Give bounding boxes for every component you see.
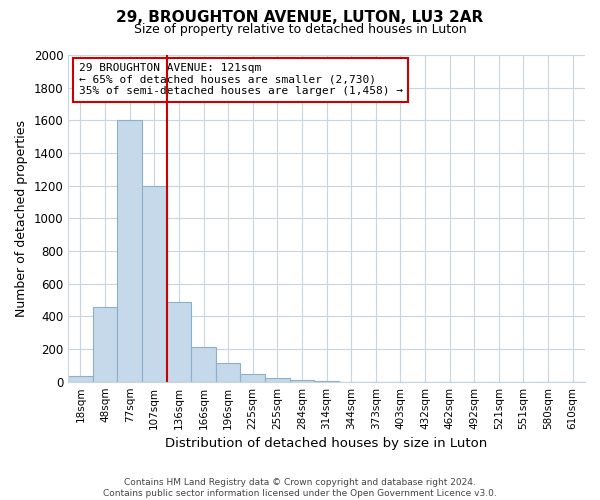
Text: Size of property relative to detached houses in Luton: Size of property relative to detached ho… bbox=[134, 22, 466, 36]
Bar bbox=[142, 186, 167, 382]
X-axis label: Distribution of detached houses by size in Luton: Distribution of detached houses by size … bbox=[166, 437, 488, 450]
Text: 29 BROUGHTON AVENUE: 121sqm
← 65% of detached houses are smaller (2,730)
35% of : 29 BROUGHTON AVENUE: 121sqm ← 65% of det… bbox=[79, 63, 403, 96]
Bar bbox=[241, 374, 265, 382]
Bar bbox=[290, 380, 314, 382]
Y-axis label: Number of detached properties: Number of detached properties bbox=[15, 120, 28, 317]
Bar bbox=[314, 381, 339, 382]
Bar bbox=[265, 378, 290, 382]
Bar bbox=[191, 348, 216, 382]
Text: Contains HM Land Registry data © Crown copyright and database right 2024.
Contai: Contains HM Land Registry data © Crown c… bbox=[103, 478, 497, 498]
Text: 29, BROUGHTON AVENUE, LUTON, LU3 2AR: 29, BROUGHTON AVENUE, LUTON, LU3 2AR bbox=[116, 10, 484, 25]
Bar bbox=[68, 376, 93, 382]
Bar bbox=[167, 302, 191, 382]
Bar bbox=[93, 308, 118, 382]
Bar bbox=[216, 363, 241, 382]
Bar bbox=[118, 120, 142, 382]
